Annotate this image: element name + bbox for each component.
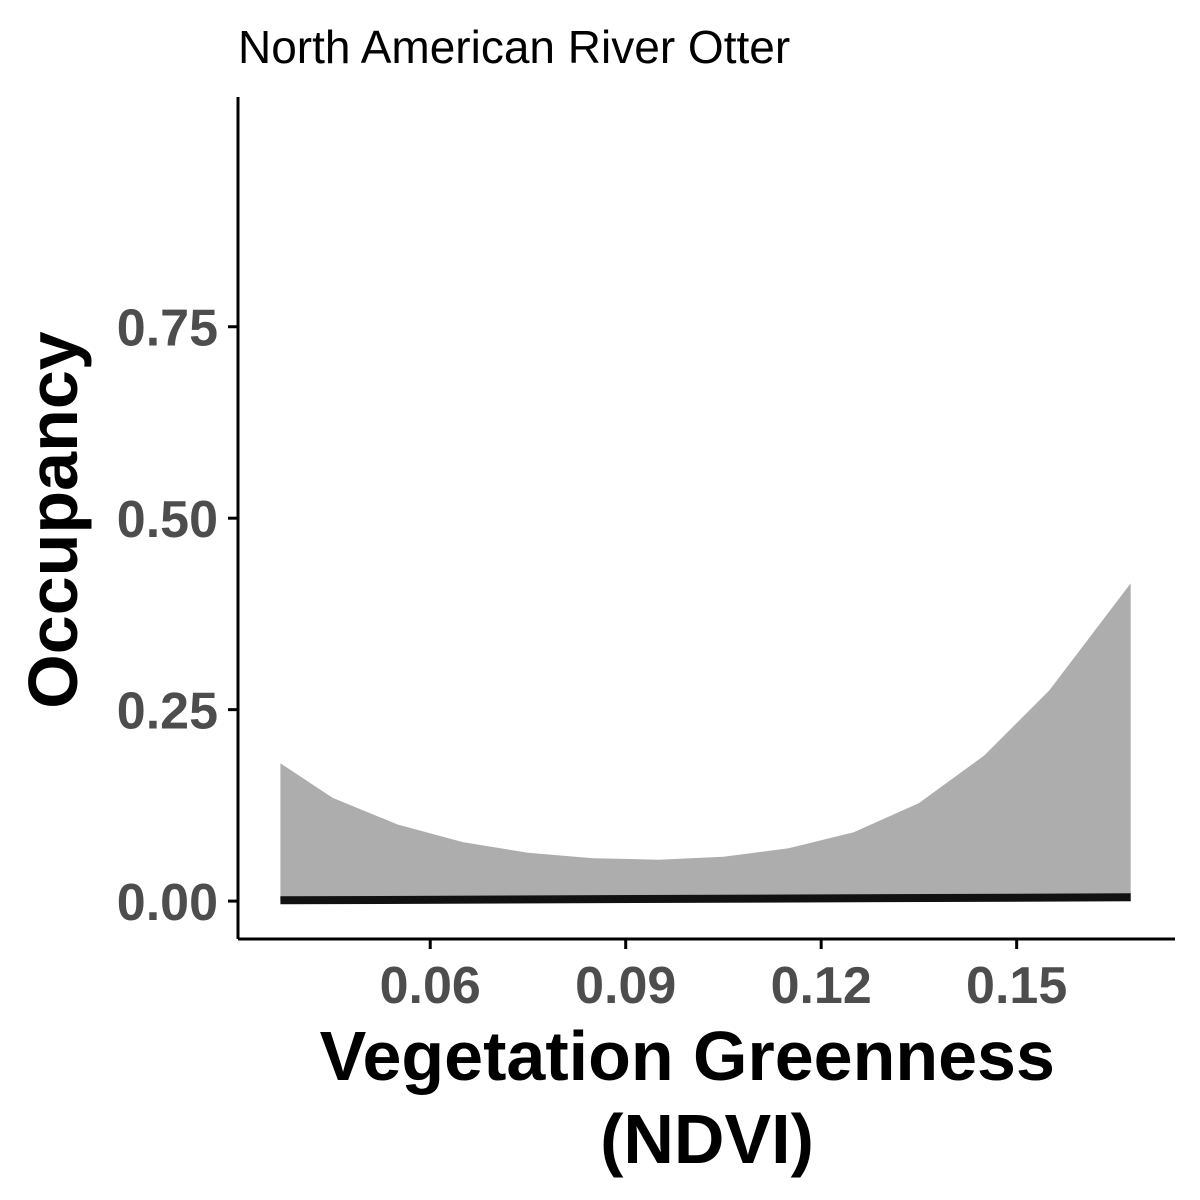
series-layer [280,893,1131,905]
x-axis-title-line-2: (NDVI) [600,1100,814,1178]
x-tick-label: 0.06 [380,957,481,1015]
y-tick-label: 0.75 [117,300,218,358]
x-tick-label: 0.12 [771,957,872,1015]
series-line-0 [280,893,1131,905]
plot-area [280,583,1131,905]
x-axis-title: Vegetation Greenness (NDVI) [320,1017,1075,1178]
y-axis-title: Occupancy [14,331,92,708]
x-axis-title-line-1: Vegetation Greenness [320,1017,1055,1095]
y-tick-label: 0.00 [117,874,218,932]
y-tick-label: 0.50 [117,491,218,549]
x-axis-ticks: 0.06 0.09 0.12 0.15 [380,939,1067,1015]
x-tick-label: 0.15 [966,957,1067,1015]
y-axis-ticks: 0.00 0.25 0.50 0.75 [117,300,238,932]
chart-title: North American River Otter [238,21,790,73]
y-tick-label: 0.25 [117,683,218,741]
x-tick-label: 0.09 [575,957,676,1015]
confidence-ribbon [280,583,1131,902]
